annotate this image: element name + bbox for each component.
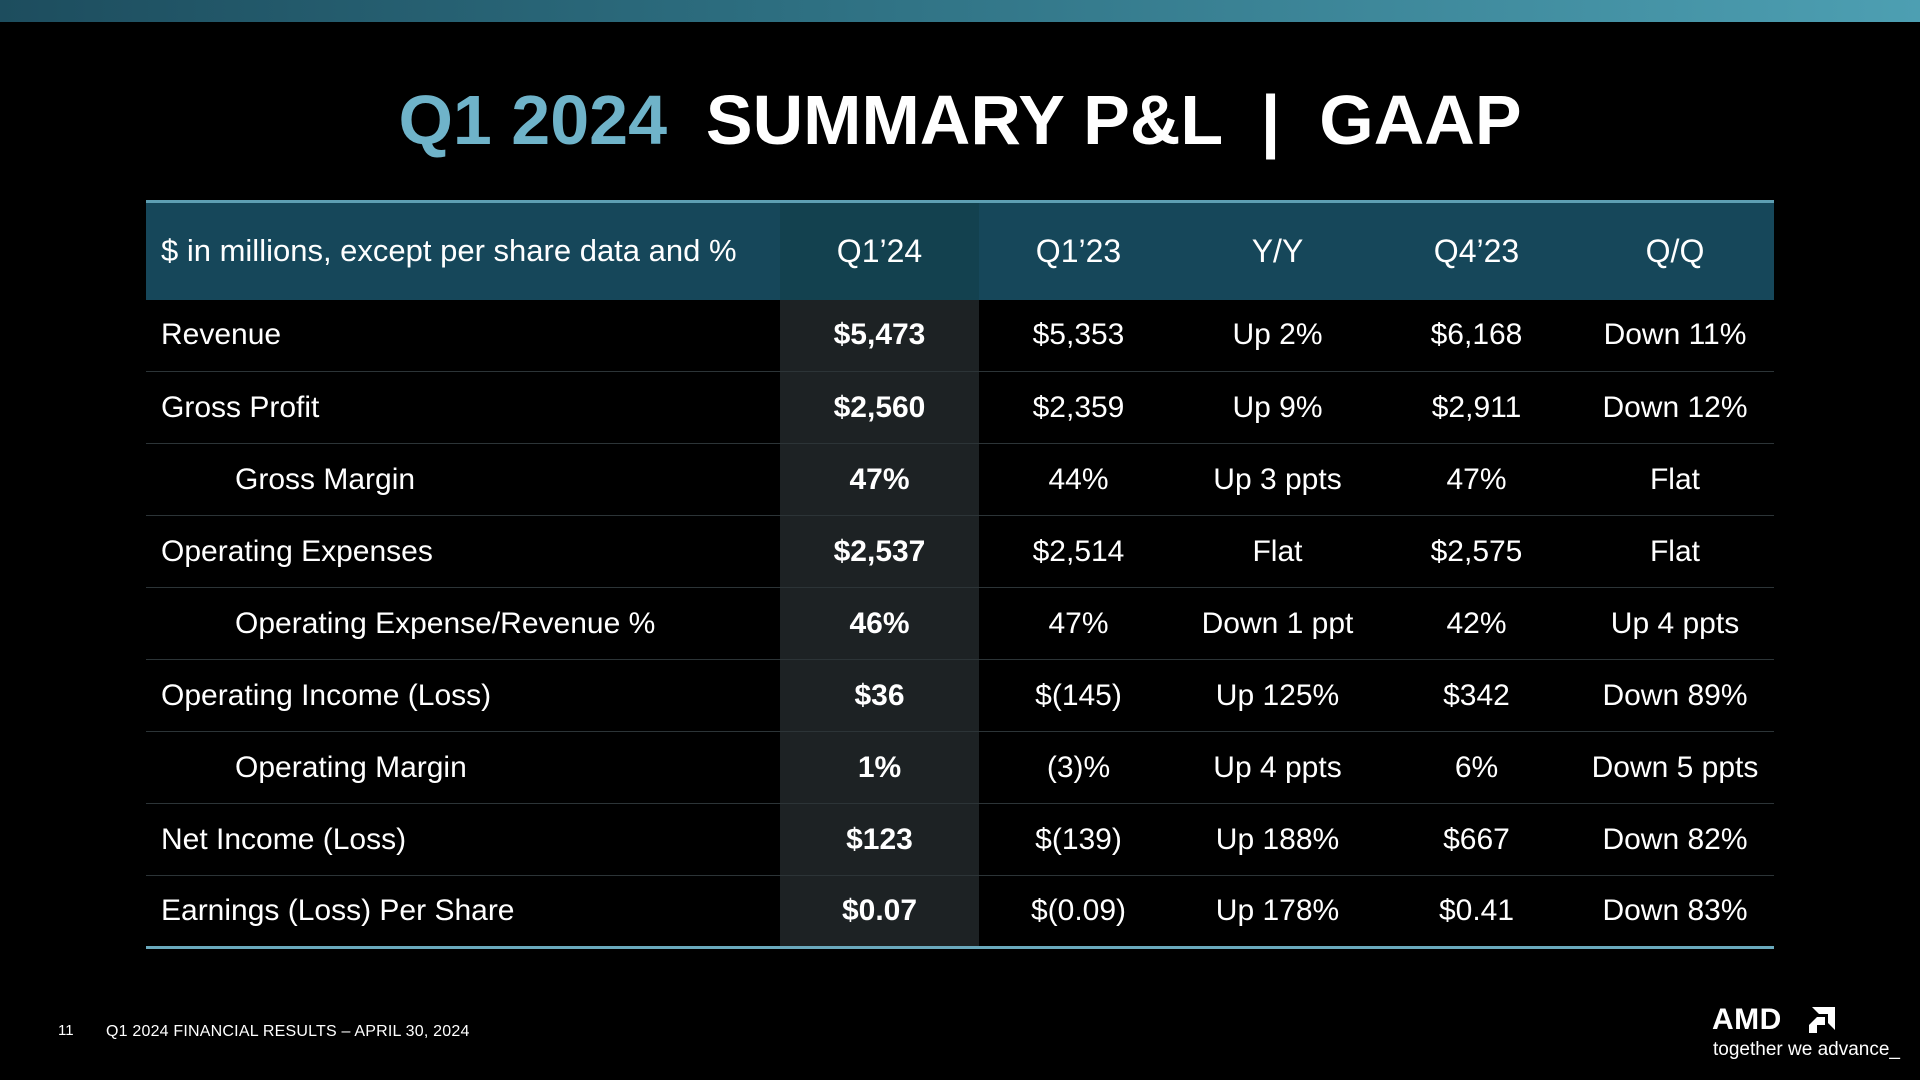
cell-qoq: Up 4 ppts xyxy=(1576,587,1774,660)
table-row: Operating Income (Loss) $36 $(145) Up 125% $… xyxy=(146,659,1774,732)
cell-q1-24: $2,560 xyxy=(780,371,979,444)
cell-yoy: Up 3 ppts xyxy=(1178,443,1377,516)
row-label: Operating Margin xyxy=(146,731,780,804)
title-main-text: SUMMARY P&L | GAAP xyxy=(705,81,1522,159)
table-header-row: $ in millions, except per share data and… xyxy=(146,200,1774,300)
column-header-q1-24: Q1’24 xyxy=(780,200,979,300)
column-header-description: $ in millions, except per share data and… xyxy=(146,200,780,300)
cell-q1-23: $2,359 xyxy=(979,371,1178,444)
row-label: Operating Income (Loss) xyxy=(146,659,780,732)
cell-yoy: Up 9% xyxy=(1178,371,1377,444)
cell-q4-23: $2,911 xyxy=(1377,371,1576,444)
cell-qoq: Down 82% xyxy=(1576,803,1774,876)
row-label: Operating Expenses xyxy=(146,515,780,588)
cell-q1-23: $5,353 xyxy=(979,299,1178,372)
column-header-qoq: Q/Q xyxy=(1576,200,1774,300)
top-accent-bar xyxy=(0,0,1920,22)
cell-q1-23: $(139) xyxy=(979,803,1178,876)
cell-qoq: Down 5 ppts xyxy=(1576,731,1774,804)
row-label: Gross Margin xyxy=(146,443,780,516)
row-label: Operating Expense/Revenue % xyxy=(146,587,780,660)
table-row: Revenue $5,473 $5,353 Up 2% $6,168 Down 11% xyxy=(146,299,1774,372)
table-row: Net Income (Loss) $123 $(139) Up 188% $667 Do… xyxy=(146,803,1774,876)
cell-qoq: Down 83% xyxy=(1576,875,1774,949)
row-label: Gross Profit xyxy=(146,371,780,444)
cell-q4-23: $667 xyxy=(1377,803,1576,876)
table-row: Gross Margin 47% 44% Up 3 ppts 47% Flat xyxy=(146,443,1774,516)
cell-q1-24: $2,537 xyxy=(780,515,979,588)
pl-table-container: $ in millions, except per share data and… xyxy=(146,200,1774,949)
cell-q1-23: $(145) xyxy=(979,659,1178,732)
table-row: Gross Profit $2,560 $2,359 Up 9% $2,911 Down … xyxy=(146,371,1774,444)
column-header-q1-23: Q1’23 xyxy=(979,200,1178,300)
row-label: Revenue xyxy=(146,299,780,372)
cell-yoy: Down 1 ppt xyxy=(1178,587,1377,660)
table-row: Operating Expenses $2,537 $2,514 Flat $2,575… xyxy=(146,515,1774,588)
cell-qoq: Flat xyxy=(1576,515,1774,588)
cell-q4-23: 47% xyxy=(1377,443,1576,516)
cell-qoq: Down 11% xyxy=(1576,299,1774,372)
pl-table: $ in millions, except per share data and… xyxy=(146,200,1774,949)
cell-q1-23: $(0.09) xyxy=(979,875,1178,949)
row-label: Earnings (Loss) Per Share xyxy=(146,875,780,949)
cell-q4-23: $0.41 xyxy=(1377,875,1576,949)
amd-logo: AMD together we advance_ xyxy=(1712,1003,1902,1063)
cell-qoq: Down 89% xyxy=(1576,659,1774,732)
cell-yoy: Up 4 ppts xyxy=(1178,731,1377,804)
cell-q4-23: 6% xyxy=(1377,731,1576,804)
cell-q1-24: $123 xyxy=(780,803,979,876)
logo-tagline: together we advance_ xyxy=(1713,1039,1900,1060)
cell-q4-23: $6,168 xyxy=(1377,299,1576,372)
cell-qoq: Down 12% xyxy=(1576,371,1774,444)
cell-yoy: Up 125% xyxy=(1178,659,1377,732)
column-header-yoy: Y/Y xyxy=(1178,200,1377,300)
cell-yoy: Up 2% xyxy=(1178,299,1377,372)
cell-q1-23: 44% xyxy=(979,443,1178,516)
cell-yoy: Flat xyxy=(1178,515,1377,588)
amd-arrow-icon xyxy=(1809,1007,1835,1033)
row-label: Net Income (Loss) xyxy=(146,803,780,876)
title-accent: Q1 2024 xyxy=(398,81,668,159)
title-main xyxy=(686,81,705,159)
cell-qoq: Flat xyxy=(1576,443,1774,516)
column-header-q4-23: Q4’23 xyxy=(1377,200,1576,300)
table-row: Operating Margin 1% (3)% Up 4 ppts 6% Down 5 … xyxy=(146,731,1774,804)
cell-q1-24: 47% xyxy=(780,443,979,516)
cell-q1-24: $5,473 xyxy=(780,299,979,372)
cell-q1-24: $0.07 xyxy=(780,875,979,949)
table-row: Earnings (Loss) Per Share $0.07 $(0.09) Up … xyxy=(146,875,1774,949)
cell-q1-23: $2,514 xyxy=(979,515,1178,588)
cell-q1-23: (3)% xyxy=(979,731,1178,804)
cell-q1-24: $36 xyxy=(780,659,979,732)
cell-q4-23: $2,575 xyxy=(1377,515,1576,588)
cell-yoy: Up 188% xyxy=(1178,803,1377,876)
cell-q1-23: 47% xyxy=(979,587,1178,660)
table-body: Revenue $5,473 $5,353 Up 2% $6,168 Down 11% Gr… xyxy=(146,299,1774,949)
table-row: Operating Expense/Revenue % 46% 47% Down 1 … xyxy=(146,587,1774,660)
cell-q1-24: 46% xyxy=(780,587,979,660)
cell-q4-23: 42% xyxy=(1377,587,1576,660)
logo-wordmark: AMD xyxy=(1712,1003,1782,1036)
footer-text: Q1 2024 FINANCIAL RESULTS – APRIL 30, 20… xyxy=(106,1023,470,1040)
cell-q1-24: 1% xyxy=(780,731,979,804)
slide-title: Q1 2024 SUMMARY P&L | GAAP xyxy=(0,78,1920,162)
cell-q4-23: $342 xyxy=(1377,659,1576,732)
cell-yoy: Up 178% xyxy=(1178,875,1377,949)
page-number: 11 xyxy=(58,1022,74,1039)
